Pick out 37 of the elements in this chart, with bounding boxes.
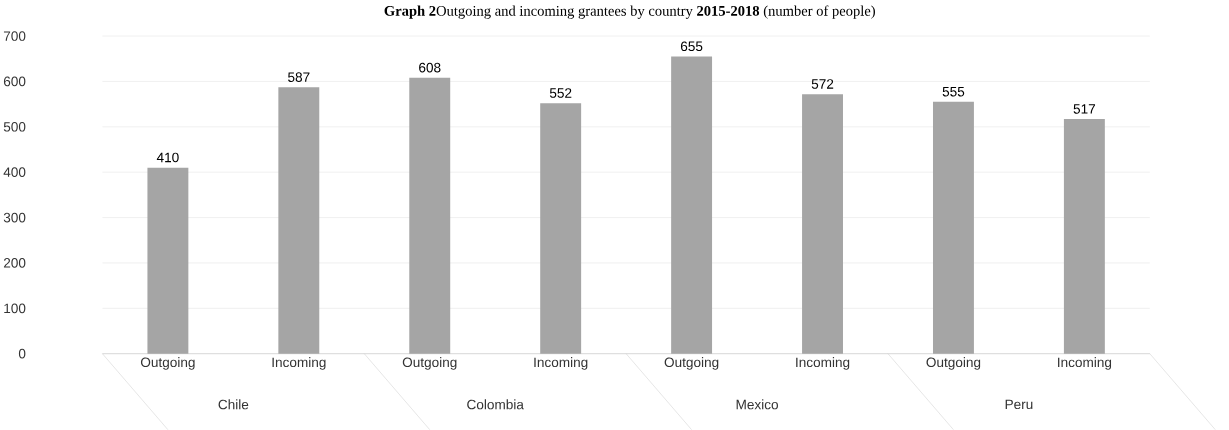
data-label: 572 [811, 79, 834, 89]
bar [147, 167, 189, 354]
bar [278, 87, 320, 354]
data-label: 555 [942, 87, 965, 97]
data-label: 608 [419, 62, 441, 73]
text: Mexico [736, 399, 779, 410]
x-tick-label: Outgoing [664, 357, 719, 370]
bar [802, 94, 843, 354]
data-label: 410 [156, 152, 179, 163]
y-tick-label: 500 [3, 122, 26, 132]
bar [671, 56, 713, 354]
x-tick-label: Outgoing [140, 357, 195, 370]
y-tick-label: 700 [3, 31, 26, 41]
bar [409, 77, 451, 354]
bar [1063, 119, 1105, 354]
y-tick-label: 400 [3, 167, 26, 178]
x-tick-label: Incoming [272, 357, 326, 370]
x-tick-label: Outgoing [926, 357, 981, 370]
data-label: 517 [1073, 104, 1096, 114]
data-label: 655 [680, 41, 703, 52]
x-tick-label: Outgoing [402, 357, 457, 370]
text: Chile [218, 399, 249, 410]
x-tick-label: Incoming [534, 357, 588, 370]
y-tick-label: 0 [18, 348, 26, 359]
y-tick-label: 100 [4, 303, 26, 314]
x-tick-label: Incoming [1058, 357, 1112, 370]
bar [540, 103, 582, 354]
text: Colombia [467, 399, 524, 410]
x-tick-label: Incoming [796, 357, 850, 370]
chart-title: Graph 2Outgoing and incoming grantees by country 2015-2018 (number of people) [384, 5, 875, 19]
data-label: 587 [288, 72, 310, 82]
bar [932, 101, 974, 354]
y-tick-label: 600 [3, 76, 26, 87]
y-tick-label: 300 [3, 212, 26, 223]
data-label: 552 [549, 88, 572, 98]
text: Peru [1005, 399, 1033, 410]
y-tick-label: 200 [3, 258, 26, 268]
